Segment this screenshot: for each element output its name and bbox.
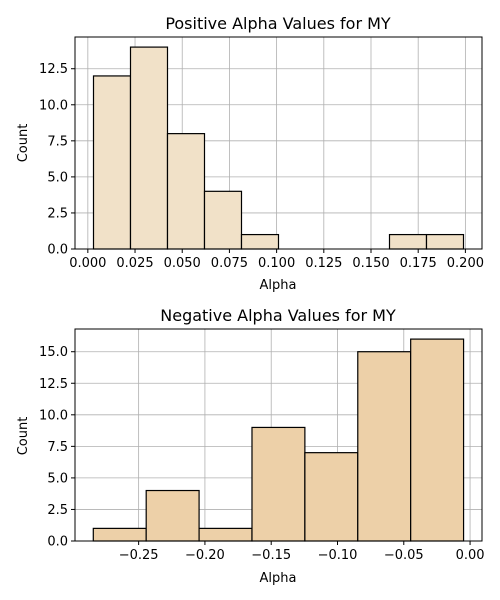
y-axis-label: Count	[16, 124, 31, 163]
histogram-bar	[92, 75, 132, 250]
histogram-bar	[129, 46, 169, 250]
y-tick-label: 12.5	[39, 62, 68, 77]
y-tick-label: 2.5	[47, 503, 68, 518]
y-axis-label: Count	[16, 417, 31, 456]
y-tick-label: 12.5	[39, 377, 68, 392]
x-ticks: 0.000 0.025 0.050 0.075 0.100 0.125 0.150 0.175…	[69, 249, 484, 271]
histogram-bar	[198, 527, 253, 542]
chart-title: Negative Alpha Values for MY	[160, 306, 396, 325]
x-tick-label: 0.075	[211, 256, 248, 271]
y-tick-label: 0.0	[47, 243, 68, 258]
histogram-bar	[357, 351, 412, 542]
y-tick-label: 15.0	[39, 345, 68, 360]
histogram-bar	[304, 452, 359, 542]
positive-alpha-histogram: Positive Alpha Values for MY 0.000 0.025 0…	[16, 14, 484, 293]
x-axis-label: Alpha	[260, 571, 297, 586]
x-tick-label: 0.150	[352, 256, 389, 271]
x-tick-label: 0.000	[69, 256, 106, 271]
y-tick-label: 2.5	[47, 206, 68, 221]
x-tick-label: 0.125	[305, 256, 342, 271]
bars	[92, 338, 465, 542]
x-tick-label: 0.050	[164, 256, 201, 271]
bars	[92, 46, 465, 250]
x-ticks: −0.25 −0.20 −0.15 −0.10 −0.05 0.00	[119, 541, 485, 563]
histogram-bar	[145, 489, 200, 542]
x-tick-label: −0.10	[318, 548, 358, 563]
x-axis-label: Alpha	[260, 278, 297, 293]
x-tick-label: −0.05	[384, 548, 424, 563]
y-tick-label: 7.5	[47, 440, 68, 455]
y-ticks: 0.0 2.5 5.0 7.5 10.0 12.5 15.0	[39, 345, 75, 550]
y-ticks: 0.0 2.5 5.0 7.5 10.0 12.5	[39, 62, 75, 258]
x-tick-label: 0.100	[258, 256, 295, 271]
y-tick-label: 10.0	[39, 98, 68, 113]
x-tick-label: −0.25	[119, 548, 159, 563]
histogram-bar	[203, 190, 243, 250]
histogram-bar	[92, 527, 147, 542]
y-tick-label: 0.0	[47, 535, 68, 550]
histogram-bar	[388, 233, 428, 250]
histogram-bar	[166, 133, 206, 250]
chart-title: Positive Alpha Values for MY	[165, 14, 391, 33]
histogram-bar	[251, 426, 306, 542]
y-tick-label: 5.0	[47, 170, 68, 185]
x-tick-label: 0.200	[447, 256, 484, 271]
axes-frame	[74, 328, 483, 542]
x-tick-label: −0.20	[185, 548, 225, 563]
axes-frame	[74, 36, 483, 250]
y-tick-label: 10.0	[39, 408, 68, 423]
x-tick-label: 0.175	[400, 256, 437, 271]
x-tick-label: 0.025	[116, 256, 153, 271]
histogram-bar	[410, 338, 465, 542]
x-tick-label: −0.15	[251, 548, 291, 563]
histogram-bar	[425, 233, 465, 250]
y-tick-label: 5.0	[47, 471, 68, 486]
x-tick-label: 0.00	[456, 548, 485, 563]
histogram-bar	[240, 233, 280, 250]
negative-alpha-histogram: Negative Alpha Values for MY −0.25 −0.20−…	[16, 306, 485, 586]
y-tick-label: 7.5	[47, 134, 68, 149]
